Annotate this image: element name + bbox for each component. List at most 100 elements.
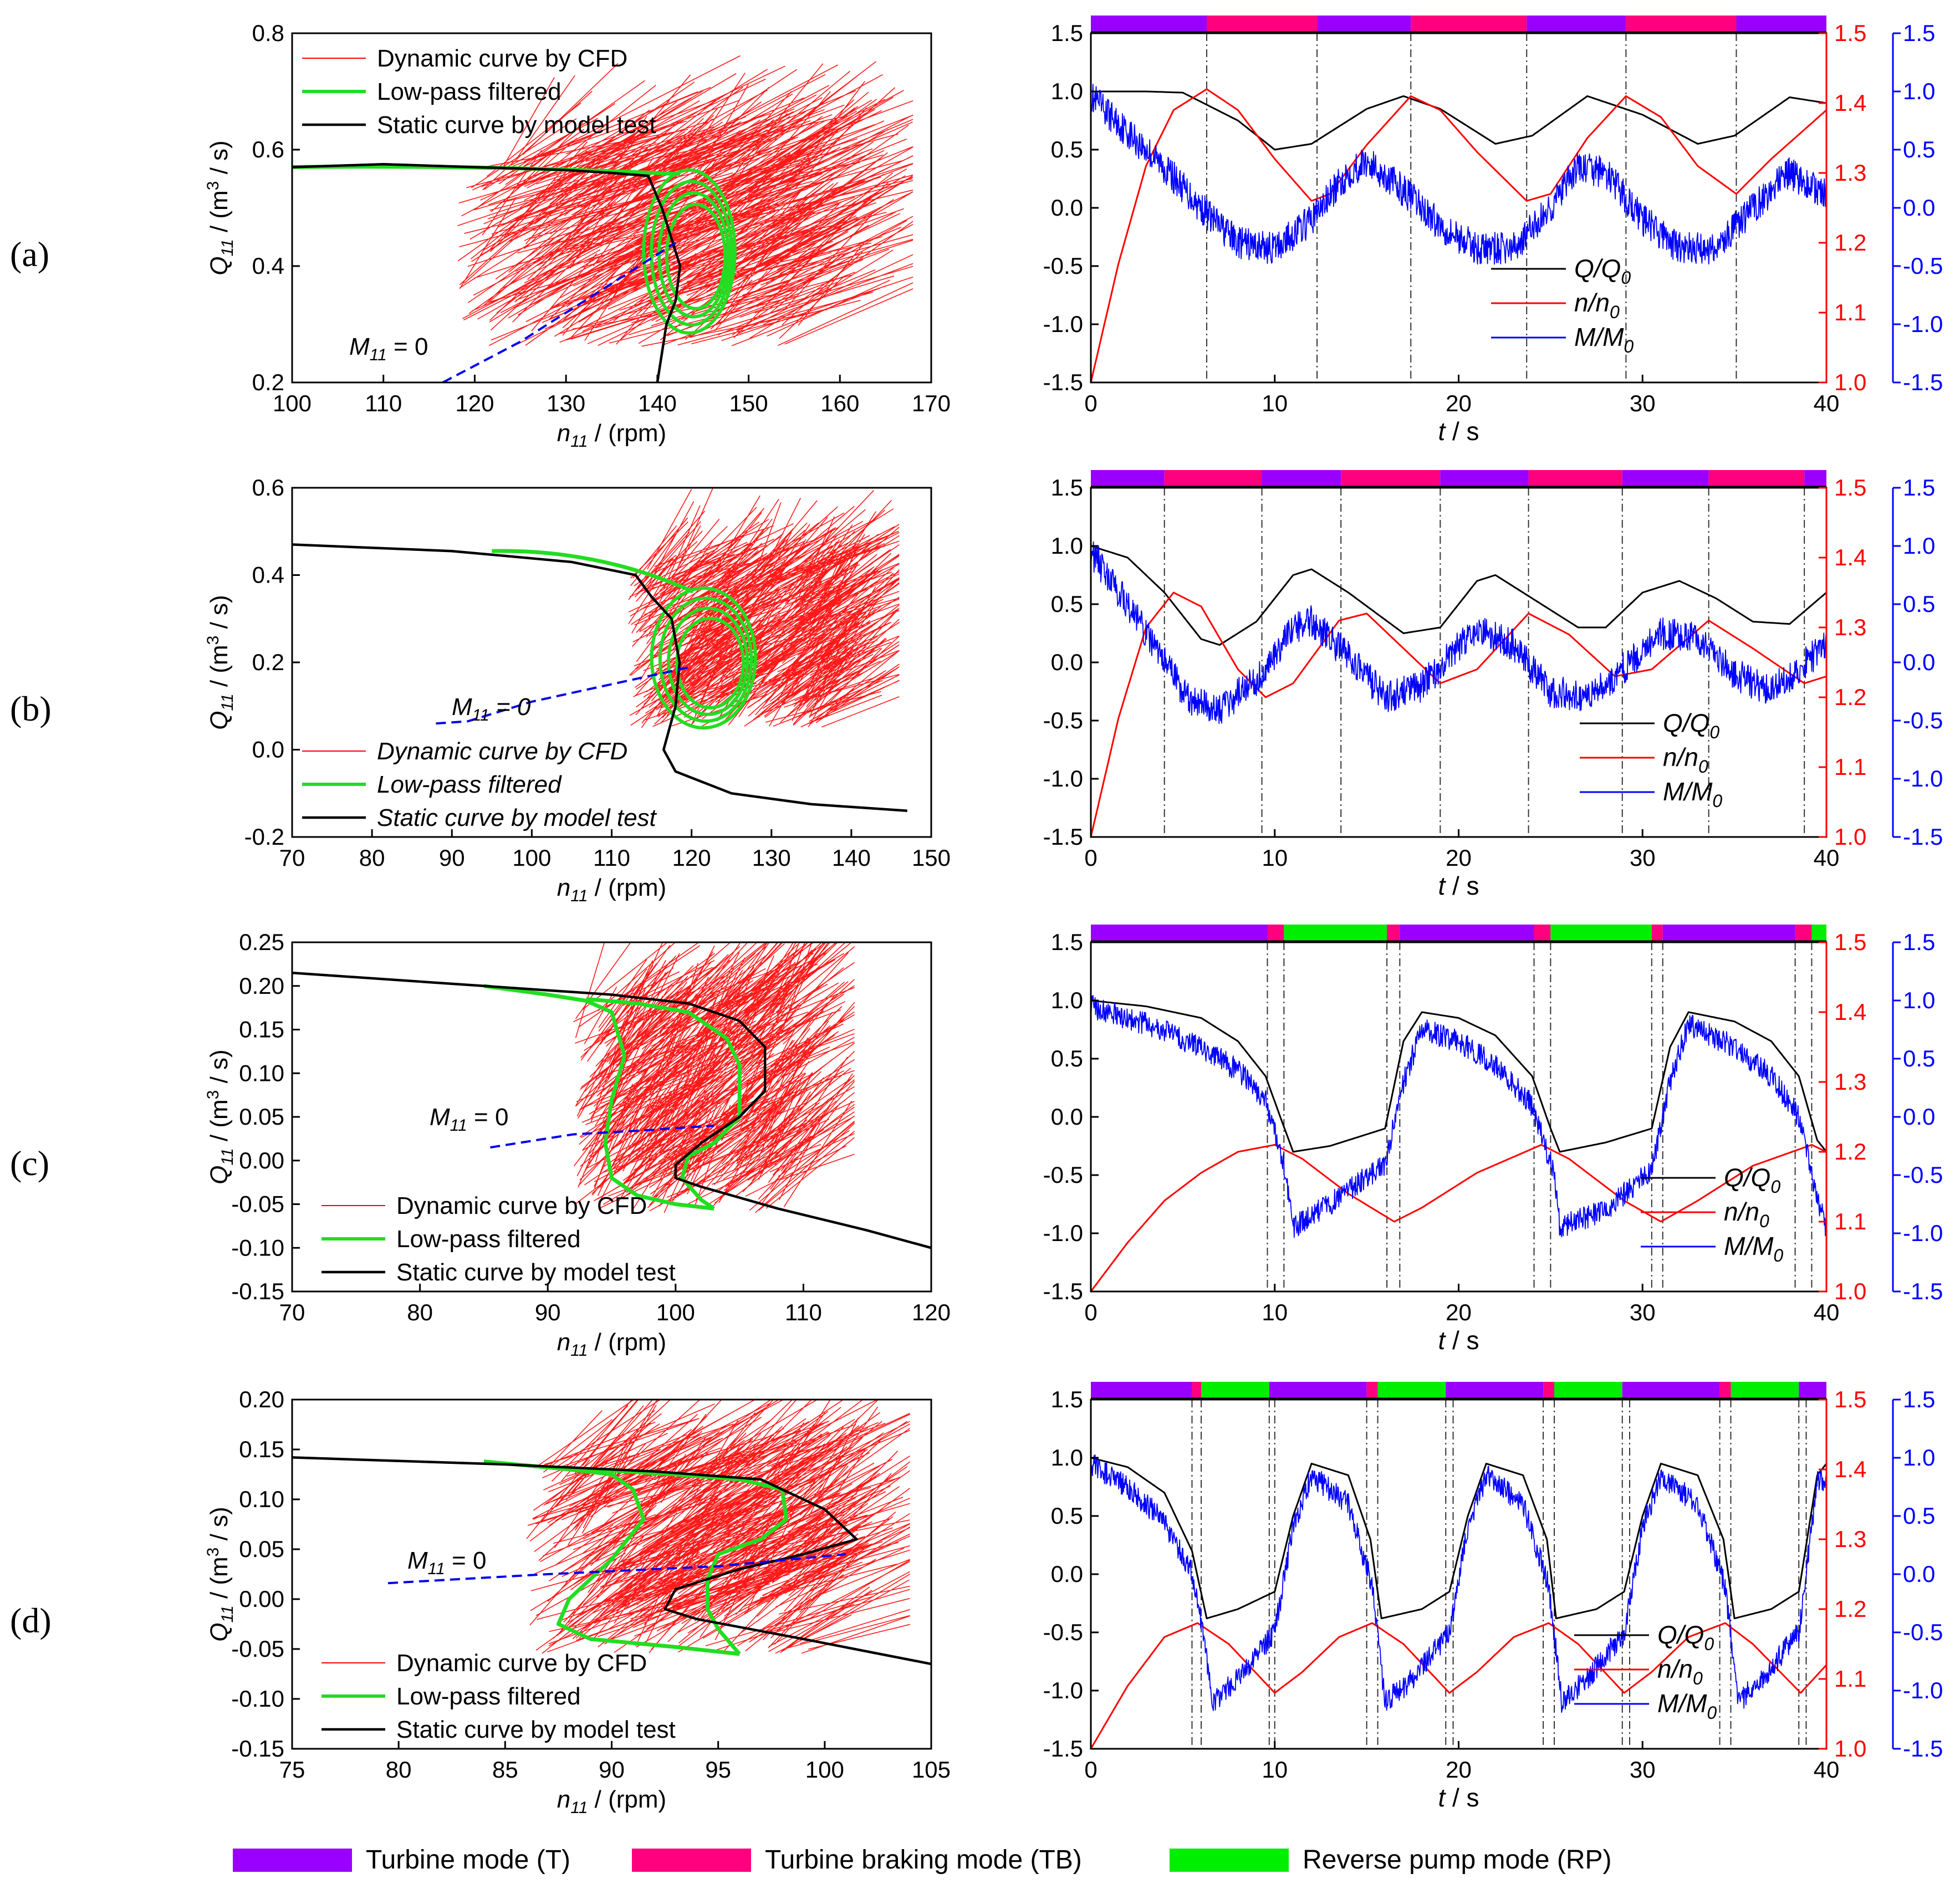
- y-right1-tick-label: 1.2: [1834, 1596, 1866, 1622]
- left-chart-2: 70 80 90 100 110 120 -0.15 -0.10 -0.05 0.00 0.05 0.…: [204, 929, 951, 1360]
- mode-segment-T: [1804, 470, 1826, 487]
- filtered-loop: [658, 596, 753, 723]
- series-q-q0: [1091, 999, 1826, 1153]
- dynamic-cfd-curve: [526, 1400, 911, 1654]
- mode-segment-TB: [1719, 1382, 1731, 1398]
- y-left-tick-label: 0.5: [1051, 136, 1083, 162]
- y-left-tick-label: 1.5: [1051, 929, 1083, 955]
- y-right1-tick-label: 1.4: [1834, 544, 1866, 570]
- mode-segment-RP: [1811, 925, 1826, 941]
- x-tick-label: 160: [820, 390, 859, 416]
- legend: Q/Q0n/n0M/M0: [1574, 1620, 1717, 1723]
- series-n-n0: [1091, 591, 1826, 837]
- legend: Dynamic curve by CFD Low-pass filtered Sta…: [302, 45, 656, 139]
- y-right2-tick-label: -1.0: [1903, 311, 1943, 337]
- legend: Dynamic curve by CFD Low-pass filtered Sta…: [302, 738, 657, 831]
- y-right2-tick-label: -1.0: [1903, 765, 1943, 792]
- x-tick-label: 40: [1814, 845, 1840, 871]
- left-chart-3: 75 80 85 90 95 100 105 -0.15 -0.10 -0.05 0.00 0.05 0…: [204, 1386, 951, 1817]
- y-right2-tick-label: -1.0: [1903, 1220, 1943, 1246]
- legend: Dynamic curve by CFD Low-pass filtered Sta…: [321, 1650, 676, 1743]
- mode-segment-T: [1440, 470, 1529, 487]
- series-m-m0: [1091, 84, 1826, 265]
- y-left-tick-label: -1.5: [1043, 824, 1083, 850]
- legend-label: Q/Q0: [1663, 708, 1719, 742]
- mode-segment-T: [1446, 1382, 1544, 1398]
- y-left-tick-label: 1.5: [1051, 20, 1083, 46]
- x-tick-label: 30: [1630, 845, 1656, 871]
- x-tick-label: 130: [752, 845, 791, 871]
- mode-bar: [1091, 1382, 1826, 1400]
- y-left-tick-label: 1.5: [1051, 1386, 1083, 1412]
- y-axis-label: Q11 / (m3 / s): [204, 595, 237, 729]
- y-right1-tick-label: 1.5: [1834, 20, 1866, 46]
- x-axis-label: t / s: [1438, 1783, 1479, 1812]
- legend-label: M/M0: [1574, 323, 1634, 356]
- y-tick-label: 0.00: [239, 1586, 284, 1612]
- y-axis-label: Q11 / (m3 / s): [204, 1049, 237, 1184]
- left-chart-1: 70 80 90 100 110 120 130 140 150 -0.2 0.0 0.2 0.4 0.6…: [204, 474, 951, 905]
- y-left-tick-label: 1.0: [1051, 987, 1083, 1013]
- x-tick-label: 75: [279, 1757, 305, 1783]
- y-right2-tick-label: -0.5: [1903, 707, 1943, 733]
- mode-legend-label: Reverse pump mode (RP): [1303, 1845, 1612, 1875]
- x-axis-label: t / s: [1438, 417, 1479, 446]
- mode-segment-T: [1527, 16, 1626, 32]
- legend-label: Static curve by model test: [377, 111, 656, 139]
- right-chart-1: 0 10 20 30 40 t / s -1.5 -1.0 -0.5 0.0 0.5 1.0 1.5 1.…: [1043, 470, 1943, 900]
- mode-segment-TB: [1626, 16, 1737, 32]
- dynamic-cfd-curve: [457, 55, 913, 347]
- legend-label: Low-pass filtered: [377, 771, 562, 798]
- y-left-tick-label: 1.5: [1051, 474, 1083, 501]
- mode-segment-RP: [1377, 1382, 1446, 1398]
- legend-label: Static curve by model test: [396, 1259, 676, 1286]
- y-right1-tick-label: 1.2: [1834, 229, 1866, 256]
- y-right2-tick-label: -1.5: [1903, 1278, 1943, 1304]
- y-left-tick-label: -1.0: [1043, 311, 1083, 337]
- legend-label: Dynamic curve by CFD: [377, 45, 627, 72]
- x-tick-label: 140: [638, 390, 677, 416]
- y-right2-tick-label: 1.0: [1903, 1444, 1935, 1471]
- panel-label: (a): [10, 234, 49, 274]
- y-right1-tick-label: 1.4: [1834, 90, 1866, 116]
- x-tick-label: 110: [593, 845, 630, 871]
- x-tick-label: 20: [1446, 845, 1472, 871]
- y-right1-tick-label: 1.1: [1834, 1666, 1866, 1692]
- y-tick-label: -0.10: [231, 1234, 284, 1260]
- x-tick-label: 105: [912, 1757, 951, 1783]
- zero-torque-line: [387, 1553, 846, 1585]
- y-right1-tick-label: 1.0: [1834, 824, 1866, 850]
- y-left-tick-label: -0.5: [1043, 707, 1083, 733]
- mode-segment-T: [1662, 925, 1795, 941]
- x-axis-label: n11 / (rpm): [557, 420, 666, 451]
- x-tick-label: 10: [1262, 390, 1288, 416]
- y-right2-tick-label: 0.5: [1903, 1503, 1935, 1529]
- x-tick-label: 20: [1446, 1299, 1472, 1325]
- left-chart-0: 100 110 120 130 140 150 160 170 0.2 0.4 0.6 0.8 n11 …: [204, 20, 951, 451]
- legend: Q/Q0n/n0M/M0: [1580, 708, 1722, 811]
- x-tick-label: 100: [656, 1299, 695, 1325]
- legend-label: M/M0: [1657, 1689, 1717, 1723]
- y-tick-label: -0.15: [231, 1735, 284, 1762]
- legend-label: Low-pass filtered: [377, 78, 562, 105]
- y-right1-tick-label: 1.5: [1834, 474, 1866, 501]
- mode-legend-swatch: [233, 1849, 352, 1872]
- mode-segment-T: [1091, 16, 1207, 32]
- y-left-tick-label: -0.5: [1043, 1619, 1083, 1645]
- y-left-tick-label: 0.0: [1051, 1104, 1083, 1130]
- y-tick-label: 0.25: [239, 929, 284, 955]
- legend-label: Static curve by model test: [396, 1716, 676, 1743]
- filtered-loop: [657, 191, 731, 319]
- y-right2-tick-label: -1.5: [1903, 1735, 1943, 1762]
- y-left-tick-label: -0.5: [1043, 1162, 1083, 1188]
- x-tick-label: 120: [672, 845, 711, 871]
- y-right1-tick-label: 1.0: [1834, 1278, 1866, 1304]
- legend-label: Q/Q0: [1724, 1163, 1780, 1197]
- x-tick-label: 0: [1084, 845, 1097, 871]
- x-tick-label: 10: [1262, 1299, 1288, 1325]
- x-tick-label: 20: [1446, 390, 1472, 416]
- mode-segment-T: [1091, 925, 1268, 941]
- x-tick-label: 90: [599, 1757, 625, 1783]
- y-right1-tick-label: 1.3: [1834, 1526, 1866, 1552]
- y-right2-tick-label: -0.5: [1903, 1619, 1943, 1645]
